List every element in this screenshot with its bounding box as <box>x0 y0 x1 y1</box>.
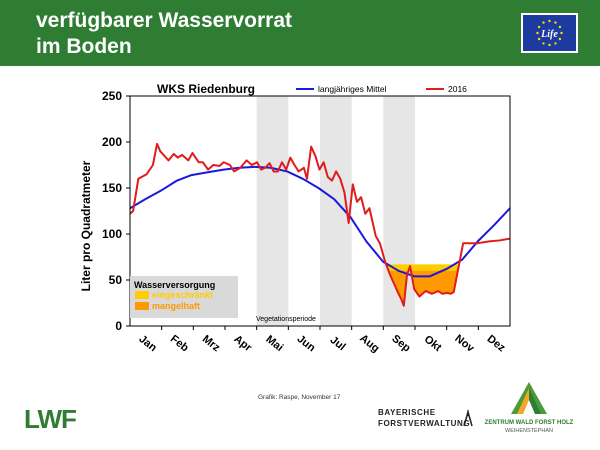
water-legend-swatch <box>135 291 149 299</box>
eu-life-text: Life <box>540 29 558 40</box>
eu-life-logo: Life <box>521 13 578 53</box>
bayerische-forstverwaltung-logo: BAYERISCHE FORSTVERWALTUNG <box>378 408 474 438</box>
zentrum-wald-forst-holz-logo: ZENTRUM WALD FORST HOLZ WEIHENSTEPHAN <box>479 380 579 440</box>
page-title-line2: im Boden <box>36 35 132 58</box>
zwfh-mark-icon <box>511 382 547 414</box>
eu-star-icon <box>554 21 557 24</box>
eu-star-icon <box>554 42 557 45</box>
legend-label: langjähriges Mittel <box>318 84 387 94</box>
x-tick-label: Aug <box>357 332 381 355</box>
bf-mark-icon <box>463 409 473 427</box>
eu-star-icon <box>560 31 563 35</box>
bf-logo-line1: BAYERISCHE <box>378 408 436 417</box>
x-tick-label: Jun <box>295 333 318 355</box>
y-tick-label: 0 <box>115 319 122 333</box>
zwfh-text-line1: ZENTRUM WALD FORST HOLZ <box>484 420 574 426</box>
eu-star-icon <box>558 25 562 29</box>
deficit-area-mangelhaft <box>389 270 408 306</box>
x-tick-label: Jul <box>328 334 348 353</box>
y-tick-label: 50 <box>109 273 123 287</box>
vegetation-period-label: Vegetationsperiode <box>256 316 316 323</box>
chart-title: WKS Riedenburg <box>157 82 255 96</box>
y-tick-label: 250 <box>102 89 122 103</box>
x-tick-label: Sep <box>389 333 413 355</box>
water-legend-label: eingeschränkt <box>152 290 213 300</box>
y-tick-label: 200 <box>102 135 122 149</box>
legend-label: 2016 <box>448 84 467 94</box>
x-tick-label: Mrz <box>200 333 223 354</box>
series-line-2016 <box>129 142 511 307</box>
x-tick-label: Mai <box>263 333 285 354</box>
water-legend-label: mangelhaft <box>152 301 200 311</box>
header-bar: verfügbarer Wasservorrat im Boden Life <box>0 0 600 66</box>
credit-text: Grafik: Raspe, November 17 <box>258 394 341 401</box>
bf-logo-line2: FORSTVERWALTUNG <box>378 419 471 428</box>
x-tick-label: Apr <box>232 333 255 355</box>
lwf-logo-text: LWF <box>24 404 76 434</box>
x-tick-label: Okt <box>422 333 444 354</box>
eu-star-icon <box>542 21 545 24</box>
lwf-logo: LWF <box>24 404 77 434</box>
eu-star-icon <box>548 19 551 23</box>
x-tick-label: Feb <box>168 333 191 355</box>
eu-star-icon <box>536 31 539 35</box>
water-legend-swatch <box>135 302 149 310</box>
y-axis-label: Liter pro Quadratmeter <box>79 160 93 291</box>
x-tick-label: Dez <box>485 333 508 355</box>
x-tick-label: Jan <box>137 333 160 354</box>
eu-star-icon <box>548 43 551 47</box>
water-chart: Jan Feb Mrz Apr Mai Jun Jul Aug Sep Okt Nov Dez 0 50 1… <box>79 82 511 356</box>
water-legend-title: Wasserversorgung <box>134 280 215 290</box>
eu-star-icon <box>542 42 545 45</box>
zwfh-text-line2: WEIHENSTEPHAN <box>505 428 553 434</box>
eu-star-icon <box>537 37 541 41</box>
series-line-langjahriges-mittel <box>129 165 511 278</box>
eu-star-icon <box>537 25 541 29</box>
page-title: verfügbarer Wasservorrat im Boden <box>36 8 476 60</box>
page-title-line1: verfügbarer Wasservorrat <box>36 9 292 32</box>
y-tick-label: 100 <box>102 227 122 241</box>
y-tick-label: 150 <box>102 181 122 195</box>
month-shade-mai <box>256 96 289 326</box>
eu-star-icon <box>558 37 562 41</box>
x-tick-label: Nov <box>452 333 476 356</box>
